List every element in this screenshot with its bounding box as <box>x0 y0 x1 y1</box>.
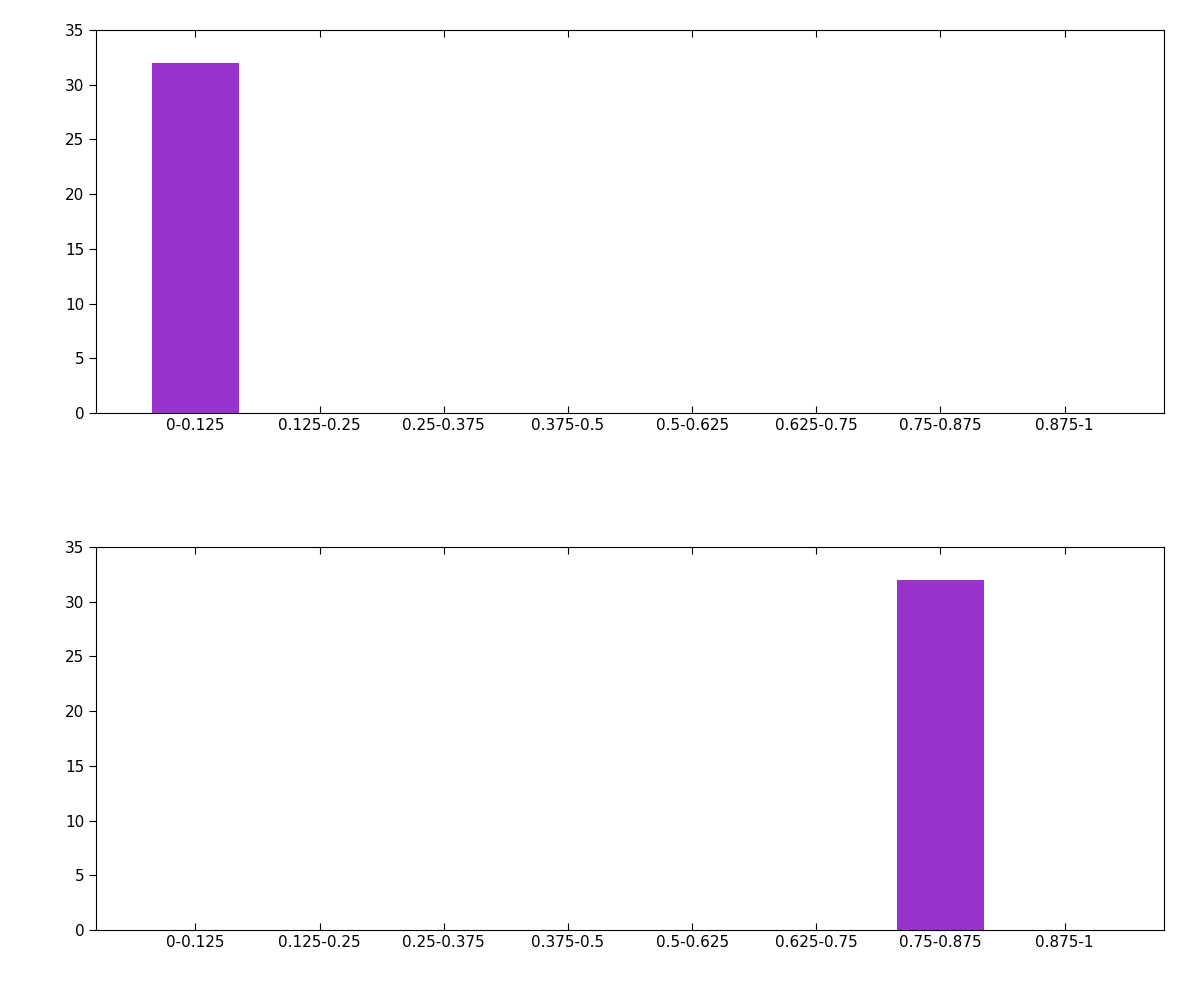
Bar <box>898 580 984 930</box>
Bar <box>152 63 239 413</box>
